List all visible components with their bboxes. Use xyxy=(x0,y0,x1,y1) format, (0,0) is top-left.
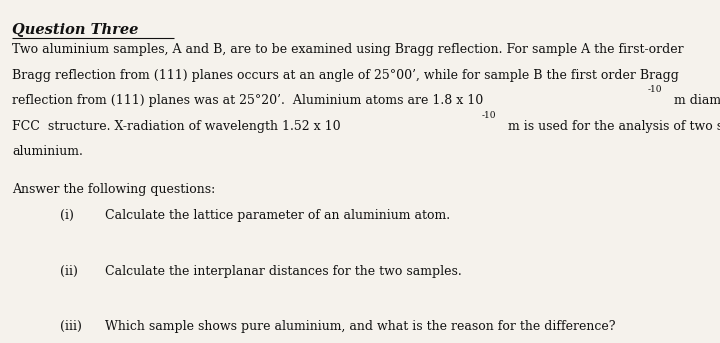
Text: m diameter and form an: m diameter and form an xyxy=(670,94,720,107)
Text: Which sample shows pure aluminium, and what is the reason for the difference?: Which sample shows pure aluminium, and w… xyxy=(105,320,616,333)
Text: Answer the following questions:: Answer the following questions: xyxy=(12,182,215,196)
Text: Bragg reflection from (111) planes occurs at an angle of 25°00’, while for sampl: Bragg reflection from (111) planes occur… xyxy=(12,69,679,82)
Text: (iii): (iii) xyxy=(60,320,82,333)
Text: Calculate the lattice parameter of an aluminium atom.: Calculate the lattice parameter of an al… xyxy=(105,209,450,222)
Text: Two aluminium samples, A and B, are to be examined using Bragg reflection. For s: Two aluminium samples, A and B, are to b… xyxy=(12,43,683,56)
Text: aluminium.: aluminium. xyxy=(12,145,83,158)
Text: Calculate the interplanar distances for the two samples.: Calculate the interplanar distances for … xyxy=(105,265,462,278)
Text: (i): (i) xyxy=(60,209,74,222)
Text: -10: -10 xyxy=(648,85,662,95)
Text: reflection from (111) planes was at 25°20’.  Aluminium atoms are 1.8 x 10: reflection from (111) planes was at 25°2… xyxy=(12,94,483,107)
Text: (ii): (ii) xyxy=(60,265,78,278)
Text: Question Three: Question Three xyxy=(12,23,138,37)
Text: -10: -10 xyxy=(482,111,497,120)
Text: FCC  structure. X-radiation of wavelength 1.52 x 10: FCC structure. X-radiation of wavelength… xyxy=(12,119,341,132)
Text: m is used for the analysis of two samples of: m is used for the analysis of two sample… xyxy=(504,119,720,132)
